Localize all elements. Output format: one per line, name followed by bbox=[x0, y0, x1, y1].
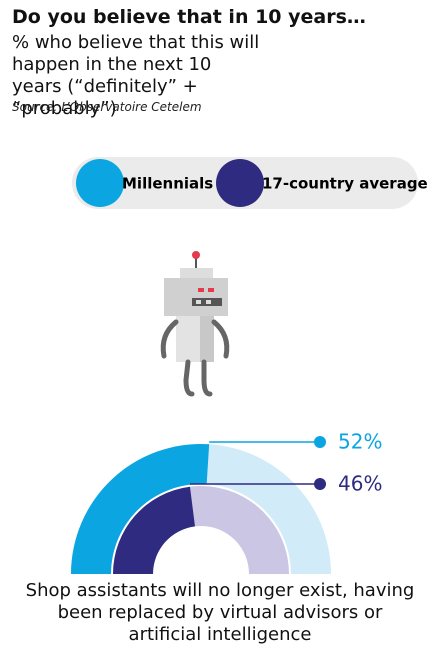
chart-subtitle: % who believe that this will happen in t… bbox=[12, 32, 260, 119]
robot-icon bbox=[160, 251, 230, 397]
caption: Shop assistants will no longer exist, ha… bbox=[25, 580, 415, 645]
chart-title: Do you believe that in 10 years… bbox=[12, 6, 366, 28]
legend-swatch bbox=[76, 159, 124, 207]
value-label: 46% bbox=[338, 472, 382, 496]
callout-dot bbox=[314, 478, 326, 490]
legend-swatch bbox=[216, 159, 264, 207]
legend-label: 17-country average bbox=[262, 175, 428, 193]
legend-label: Millennials bbox=[122, 175, 213, 193]
callout-dot bbox=[314, 436, 326, 448]
gauge-arc bbox=[113, 486, 195, 574]
source: Source: L’Observatoire Cetelem bbox=[12, 100, 202, 114]
gauge-arc bbox=[71, 444, 210, 574]
value-label: 52% bbox=[338, 430, 382, 454]
